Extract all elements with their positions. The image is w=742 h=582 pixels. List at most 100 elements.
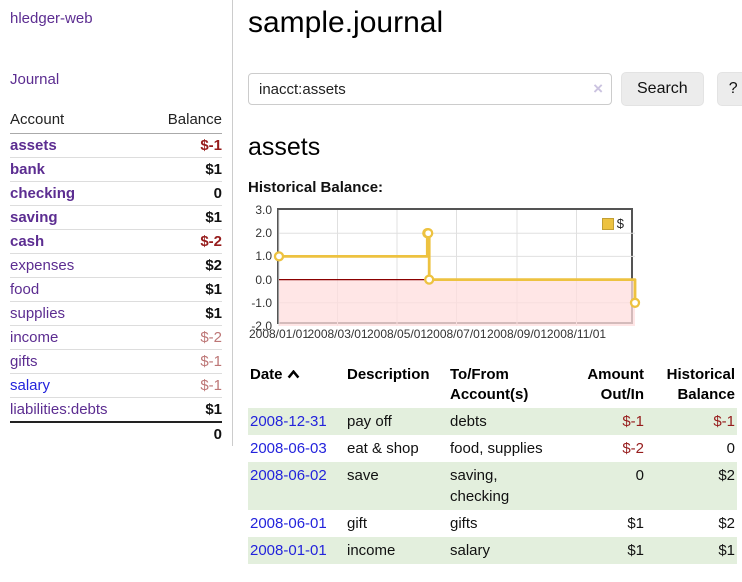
transaction-amount: $1 <box>627 542 644 559</box>
y-tick-label: -1.0 <box>251 295 272 310</box>
account-name-cell: checking <box>10 181 147 206</box>
y-tick-label: -2.0 <box>251 319 272 333</box>
transaction-balance: $2 <box>718 515 735 532</box>
clear-search-icon[interactable]: × <box>593 78 603 98</box>
transaction-row: 2008-01-01 income salary $1 $1 <box>248 537 737 564</box>
register-header-date-label: Date <box>250 366 283 383</box>
accounts-total-spacer <box>10 421 147 446</box>
register-header-amount: Amount Out/In <box>587 366 644 403</box>
transaction-description: gift <box>347 515 368 532</box>
account-row: bank $1 <box>10 157 222 182</box>
x-tick-label: 2008/11/01 <box>546 327 607 341</box>
transaction-balance: $-1 <box>713 413 735 430</box>
historical-balance-chart: 3.0 2.0 1.0 0.0 -1.0 -2.0 $ 2008/01/01 2008/03… <box>248 204 742 343</box>
transaction-date-link[interactable]: 2008-06-03 <box>250 440 327 457</box>
search-input[interactable] <box>248 73 612 105</box>
register-header-accounts: To/From Account(s) <box>450 366 529 403</box>
account-name-cell: gifts <box>10 349 147 374</box>
account-row: assets $-1 <box>10 134 222 158</box>
sidebar-item-journal[interactable]: Journal <box>10 71 60 88</box>
transaction-date-link[interactable]: 2008-06-02 <box>250 467 327 484</box>
account-link[interactable]: saving <box>10 209 58 226</box>
account-link[interactable]: assets <box>10 137 57 154</box>
account-balance: $1 <box>146 277 222 302</box>
account-row: gifts $-1 <box>10 349 222 374</box>
account-name-cell: saving <box>10 205 147 230</box>
transaction-balance: $1 <box>718 542 735 559</box>
page-title: sample.journal <box>248 6 444 39</box>
app-root: hledger-web Journal Account Balance asse… <box>10 0 742 564</box>
account-name-cell: salary <box>10 373 147 398</box>
account-link[interactable]: checking <box>10 185 76 202</box>
account-balance: $1 <box>146 157 222 182</box>
account-link[interactable]: supplies <box>10 305 66 322</box>
transaction-amount: $1 <box>627 515 644 532</box>
account-link[interactable]: food <box>10 281 40 298</box>
accounts-header-account: Account <box>10 109 147 134</box>
transaction-date-link[interactable]: 2008-01-01 <box>250 542 327 559</box>
account-name-cell: expenses <box>10 253 147 278</box>
transaction-description: eat & shop <box>347 440 419 457</box>
transaction-accounts: salary <box>450 542 491 559</box>
sidebar-nav: Journal <box>10 71 222 88</box>
account-balance: $1 <box>146 397 222 422</box>
main-content: sample.journal × Search ? assets Histori… <box>233 0 742 564</box>
account-name-cell: cash <box>10 229 147 254</box>
chart-legend: $ <box>601 216 624 231</box>
accounts-header-row: Account Balance <box>10 109 222 134</box>
account-row: salary $-1 <box>10 373 222 398</box>
transaction-amount: $-1 <box>622 413 644 430</box>
account-link[interactable]: expenses <box>10 257 75 274</box>
account-name-cell: food <box>10 277 147 302</box>
account-link[interactable]: bank <box>10 161 46 178</box>
transaction-date-cell: 2008-12-31 <box>248 408 345 435</box>
account-link[interactable]: income <box>10 329 59 346</box>
x-tick-label: 2008/05/01 <box>366 327 428 341</box>
transaction-date-cell: 2008-06-02 <box>248 462 345 510</box>
account-row: saving $1 <box>10 205 222 230</box>
transaction-date-cell: 2008-01-01 <box>248 537 345 564</box>
x-tick-label: 2008/03/01 <box>307 327 368 341</box>
register-header-description: Description <box>347 366 430 383</box>
transaction-balance: $2 <box>718 467 735 484</box>
transaction-date-cell: 2008-06-03 <box>248 435 345 462</box>
transaction-date-link[interactable]: 2008-12-31 <box>250 413 327 430</box>
register-header-date: Date <box>248 362 345 408</box>
brand-link[interactable]: hledger-web <box>10 10 93 27</box>
account-balance: $1 <box>146 301 222 326</box>
transaction-row: 2008-12-31 pay off debts $-1 $-1 <box>248 408 737 435</box>
transaction-accounts: food, supplies <box>450 440 543 457</box>
transaction-date-cell: 2008-06-01 <box>248 510 345 537</box>
accounts-total-row: 0 <box>10 421 222 446</box>
account-balance: $-1 <box>146 349 222 374</box>
account-link[interactable]: cash <box>10 233 45 250</box>
accounts-table: Account Balance assets $-1 bank $1 checking 0… <box>10 109 222 446</box>
account-link[interactable]: liabilities:debts <box>10 401 108 418</box>
account-row: cash $-2 <box>10 229 222 254</box>
account-name-cell: assets <box>10 134 146 158</box>
accounts-header-balance: Balance <box>146 109 222 134</box>
y-tick-label: 0.0 <box>255 272 272 287</box>
account-balance: $-1 <box>146 373 222 398</box>
account-name-cell: liabilities:debts <box>10 397 147 422</box>
account-link[interactable]: gifts <box>10 353 38 370</box>
account-name-cell: bank <box>10 157 147 182</box>
sort-ascending-icon <box>287 365 300 385</box>
search-button[interactable]: Search <box>621 72 704 106</box>
account-link[interactable]: salary <box>10 377 51 394</box>
register-header-row: Date Description To/From Account(s) Amou… <box>248 362 737 408</box>
account-balance: $-2 <box>146 229 222 254</box>
account-name-cell: supplies <box>10 301 147 326</box>
account-row: expenses $2 <box>10 253 222 278</box>
help-button[interactable]: ? <box>716 72 742 106</box>
register-header-balance: Historical Balance <box>666 366 735 403</box>
chart-x-axis: 2008/01/01 2008/03/01 2008/05/01 2008/07/01… <box>249 327 637 343</box>
transaction-row: 2008-06-01 gift gifts $1 $2 <box>248 510 737 537</box>
x-tick-label: 2008/01/01 <box>248 327 310 341</box>
account-row: supplies $1 <box>10 301 222 326</box>
transaction-row: 2008-06-03 eat & shop food, supplies $-2 0 <box>248 435 737 462</box>
x-tick-label: 2008/07/01 <box>426 327 487 341</box>
chart-plot-area: $ 2008/01/01 2008/03/01 2008/05/01 2008/07/… <box>249 208 641 343</box>
y-tick-label: 2.0 <box>255 226 272 241</box>
transaction-date-link[interactable]: 2008-06-01 <box>250 515 327 532</box>
